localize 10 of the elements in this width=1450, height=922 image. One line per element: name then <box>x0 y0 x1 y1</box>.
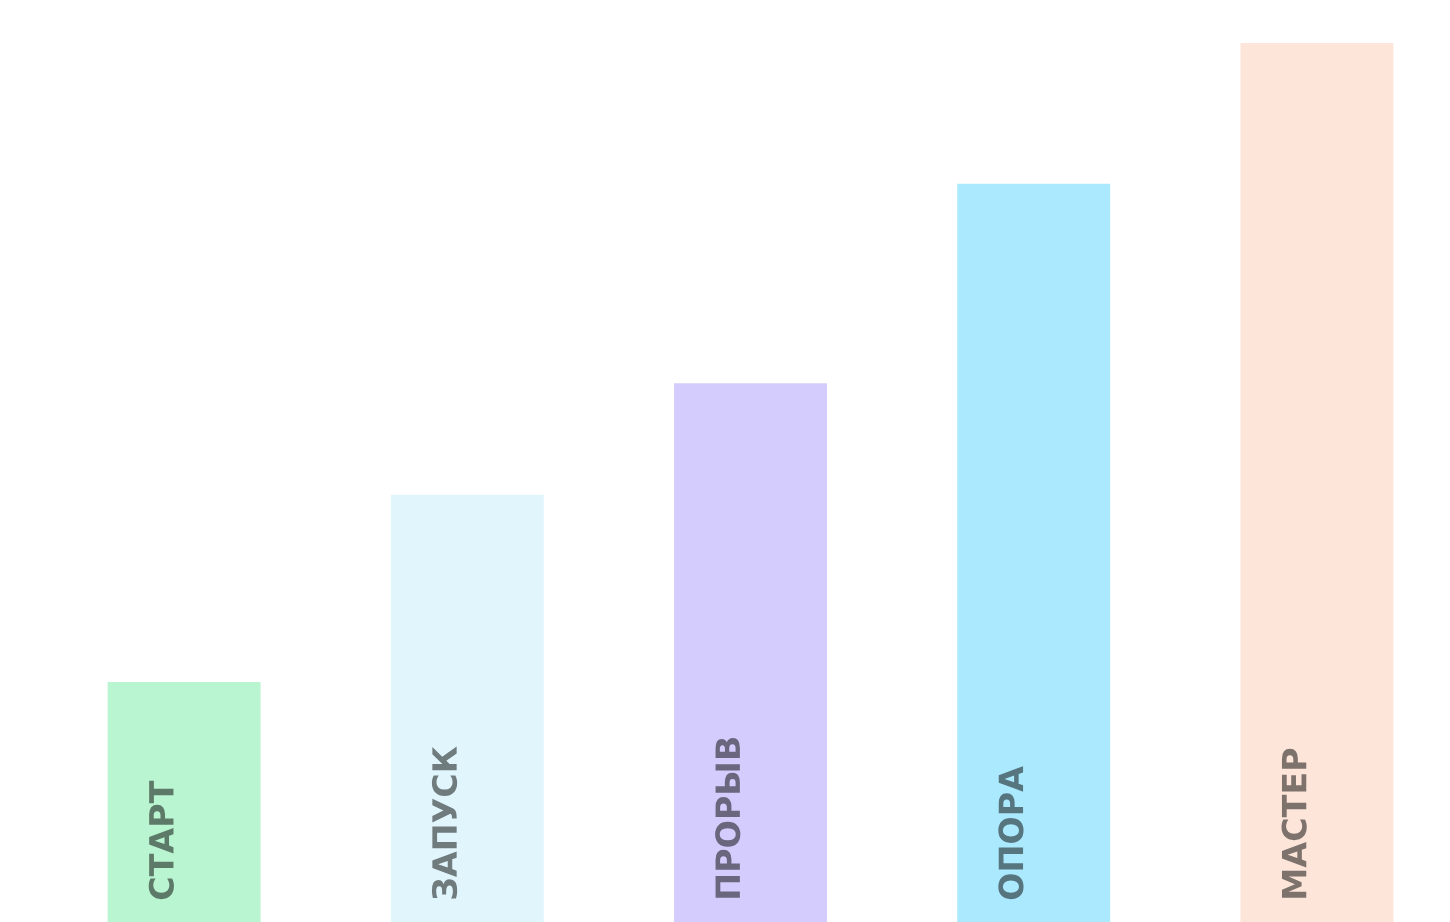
x-tick-label: МАСТЕР <box>1281 748 1307 898</box>
bar <box>1240 43 1394 922</box>
bar <box>957 183 1111 922</box>
bar <box>390 494 544 922</box>
x-tick-label: СТАРТ <box>148 780 174 900</box>
bar <box>107 682 261 922</box>
bar <box>674 383 827 922</box>
x-tick-label: ОПОРА <box>998 766 1024 900</box>
x-tick-label: ПРОРЫВ <box>715 738 741 898</box>
x-tick-label: ЗАПУСК <box>431 746 458 899</box>
